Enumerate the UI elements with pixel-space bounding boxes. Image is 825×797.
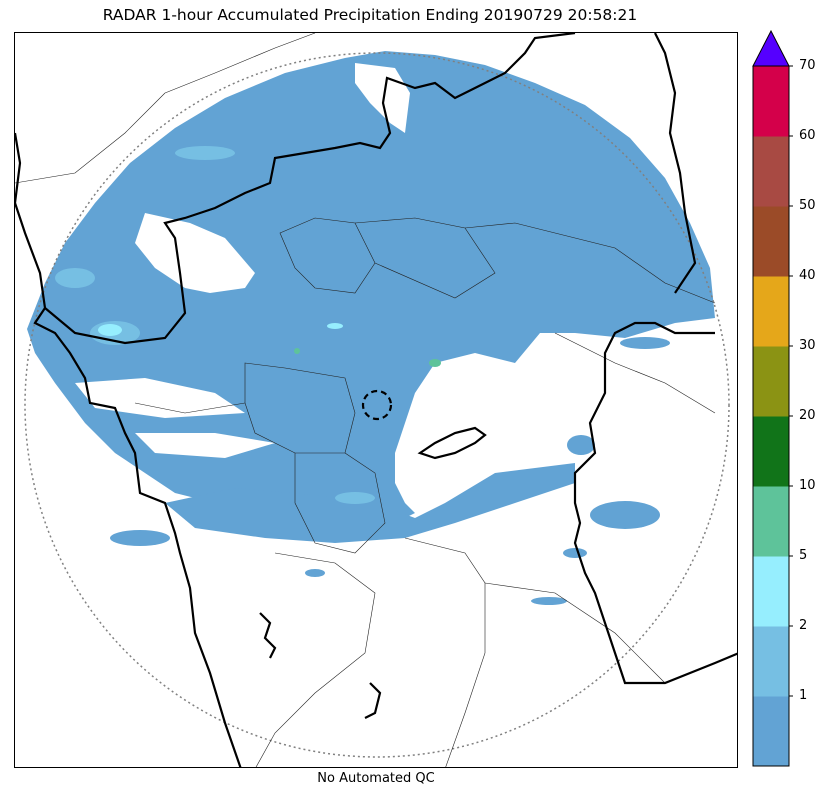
colorbar-segment [753, 276, 789, 347]
precip-pocket-7 [429, 359, 441, 367]
precip-pocket-5 [98, 324, 122, 336]
colorbar-tick-label: 70 [799, 58, 816, 73]
precip-cell-5 [563, 548, 587, 558]
precip-gap-west [135, 213, 255, 293]
colorbar-segment [753, 626, 789, 697]
colorbar-segment [753, 346, 789, 417]
colorbar-tick-label: 2 [799, 618, 808, 633]
radar-range-ring [24, 52, 730, 758]
colorbar [752, 30, 793, 767]
precip-gap-band-2 [135, 433, 275, 458]
colorbar-segment [753, 136, 789, 207]
colorbar-tick-label: 60 [799, 128, 816, 143]
precip-pocket-3 [55, 268, 95, 288]
colorbar-tick-label: 20 [799, 408, 816, 423]
precip-cell-6 [110, 530, 170, 546]
colorbar-segment [753, 66, 789, 137]
colorbar-segment [753, 556, 789, 627]
colorbar-extend-arrow [752, 30, 790, 67]
colorbar-tick-label: 50 [799, 198, 816, 213]
colorbar-tick-label: 40 [799, 268, 816, 283]
precip-pocket-2 [175, 146, 235, 160]
colorbar-tick-label: 1 [799, 688, 808, 703]
district-boundaries [15, 33, 716, 767]
precip-gap-east [410, 363, 575, 453]
precip-gap-band-1 [75, 378, 245, 418]
precip-cell-1 [590, 501, 660, 529]
colorbar-tick-label: 30 [799, 338, 816, 353]
precip-pocket-6 [327, 323, 343, 329]
colorbar-segment [753, 486, 789, 557]
precip-area-south-band [165, 463, 575, 543]
colorbar-tick-label: 10 [799, 478, 816, 493]
chart-title: RADAR 1-hour Accumulated Precipitation E… [102, 6, 638, 24]
radar-map [14, 32, 738, 768]
state-boundaries [15, 33, 737, 767]
precip-cell-3 [620, 337, 670, 349]
precip-pocket-4 [335, 492, 375, 504]
precip-area-main [27, 51, 715, 523]
precip-cell-4 [531, 597, 567, 605]
colorbar-segment [753, 416, 789, 487]
colorbar-tick-label: 5 [799, 548, 808, 563]
colorbar-segment [753, 696, 789, 767]
precip-cell-2 [567, 435, 595, 455]
radar-map-svg [15, 33, 737, 767]
precip-pocket-8 [294, 348, 300, 354]
colorbar-segment [753, 206, 789, 277]
qc-footer: No Automated QC [317, 771, 435, 786]
precip-cell-7 [305, 569, 325, 577]
